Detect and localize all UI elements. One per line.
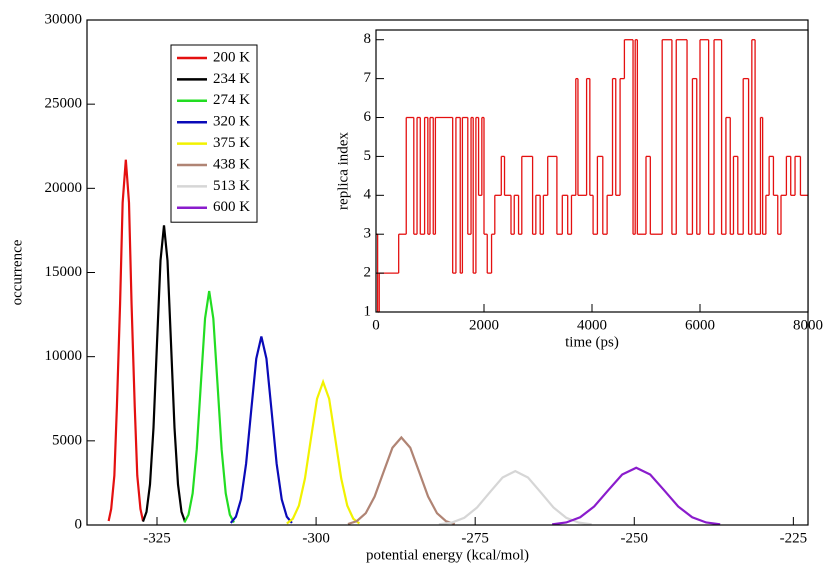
legend-label: 438 K	[213, 156, 250, 172]
x-tick-label: 8000	[793, 317, 823, 333]
x-tick-label: -225	[780, 530, 808, 546]
distribution-line	[552, 466, 721, 526]
y-tick-label: 7	[364, 70, 372, 86]
distribution-line	[438, 469, 592, 526]
distribution-line	[183, 290, 235, 523]
x-tick-label: -300	[302, 530, 330, 546]
y-axis-label: replica index	[335, 132, 351, 210]
x-axis-label: time (ps)	[565, 334, 619, 350]
legend-label: 375 K	[213, 135, 250, 151]
x-axis-label: potential energy (kcal/mol)	[366, 547, 529, 563]
y-tick-label: 0	[75, 516, 83, 532]
y-axis-label: occurrence	[9, 239, 25, 305]
legend-label: 513 K	[213, 178, 250, 194]
y-tick-label: 4	[364, 187, 372, 203]
legend-label: 200 K	[213, 49, 250, 65]
distribution-line	[141, 225, 187, 523]
x-tick-label: 2000	[469, 317, 499, 333]
y-tick-label: 2	[364, 265, 372, 281]
plot-area	[376, 30, 808, 312]
legend-label: 274 K	[213, 92, 250, 108]
legend-box	[170, 44, 258, 223]
y-tick-label: 1	[364, 303, 372, 319]
legend-label: 320 K	[213, 114, 250, 130]
legend-label: 234 K	[213, 71, 250, 87]
x-tick-label: -325	[143, 530, 171, 546]
y-tick-label: 8	[364, 31, 372, 47]
y-tick-label: 25000	[45, 96, 83, 112]
y-tick-label: 3	[364, 226, 372, 242]
legend-label: 600 K	[213, 199, 250, 215]
y-tick-label: 5	[364, 148, 372, 164]
x-tick-label: -275	[461, 530, 489, 546]
x-tick-label: -250	[621, 530, 649, 546]
x-tick-label: 0	[372, 317, 380, 333]
distribution-line	[286, 378, 361, 525]
y-tick-label: 6	[364, 109, 372, 125]
distribution-line	[107, 159, 145, 522]
y-tick-label: 10000	[45, 348, 83, 364]
y-tick-label: 15000	[45, 264, 83, 280]
x-tick-label: 4000	[577, 317, 607, 333]
distribution-line	[229, 336, 293, 524]
x-tick-label: 6000	[685, 317, 715, 333]
y-tick-label: 5000	[52, 432, 82, 448]
y-tick-label: 20000	[45, 180, 83, 196]
distribution-line	[347, 435, 456, 526]
y-tick-label: 30000	[45, 11, 83, 27]
